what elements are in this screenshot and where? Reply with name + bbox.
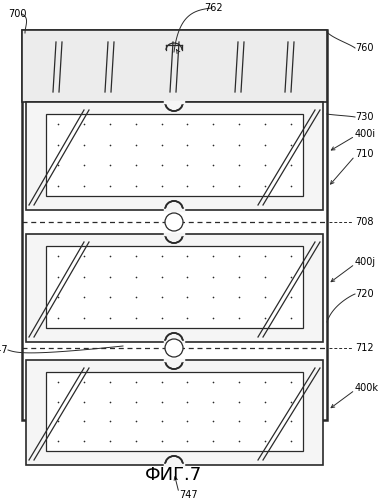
Bar — [22, 30, 327, 420]
Bar — [26, 102, 323, 210]
Text: 762: 762 — [204, 3, 223, 13]
Text: 747: 747 — [0, 345, 8, 355]
Text: ФИГ.7: ФИГ.7 — [146, 466, 203, 484]
Text: 700: 700 — [8, 9, 27, 19]
Bar — [46, 114, 303, 196]
Text: 708: 708 — [355, 217, 374, 227]
Circle shape — [165, 339, 183, 357]
Text: 747: 747 — [179, 490, 198, 500]
Bar — [46, 372, 303, 451]
Bar — [26, 234, 323, 342]
Bar — [46, 246, 303, 328]
Bar — [22, 30, 327, 102]
Text: 712: 712 — [355, 343, 374, 353]
Text: 400i: 400i — [355, 129, 376, 139]
Text: 400j: 400j — [355, 257, 376, 267]
Bar — [26, 360, 323, 465]
Text: 710: 710 — [355, 149, 374, 159]
Text: 400k: 400k — [355, 383, 379, 393]
Text: 730: 730 — [355, 112, 374, 122]
Text: 720: 720 — [355, 289, 374, 299]
Circle shape — [165, 213, 183, 231]
Text: 760: 760 — [355, 43, 374, 53]
